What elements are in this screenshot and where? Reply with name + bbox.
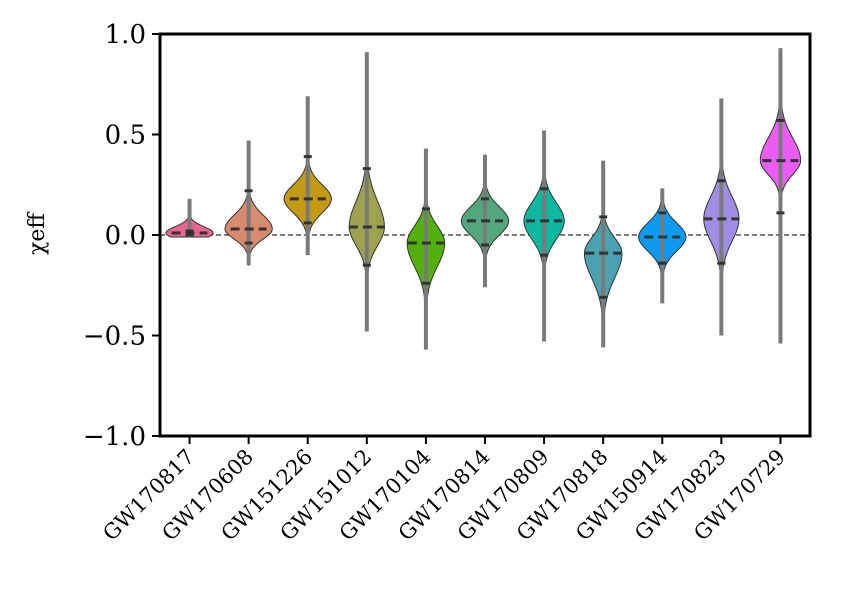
violin-gw151226 bbox=[283, 96, 332, 256]
violin-gw170104 bbox=[406, 148, 446, 350]
violin-gw170814 bbox=[460, 154, 510, 288]
violin-gw170823 bbox=[703, 98, 740, 336]
violin-gw170809 bbox=[523, 130, 565, 342]
y-tick-label: 0.0 bbox=[105, 221, 146, 251]
violin-gw170729 bbox=[759, 48, 802, 344]
violin-gw170817 bbox=[165, 198, 214, 238]
violin-gw150914 bbox=[638, 188, 687, 304]
violin-gw170608 bbox=[224, 140, 273, 266]
violin-gw151012 bbox=[348, 52, 385, 332]
y-tick-label: 0.5 bbox=[105, 121, 146, 151]
y-axis-label: χeff bbox=[25, 212, 50, 255]
y-tick-label: 1.0 bbox=[105, 20, 146, 50]
violin-gw170818 bbox=[583, 160, 623, 348]
y-tick-label: −1.0 bbox=[83, 422, 146, 452]
y-tick-label: −0.5 bbox=[83, 322, 146, 352]
